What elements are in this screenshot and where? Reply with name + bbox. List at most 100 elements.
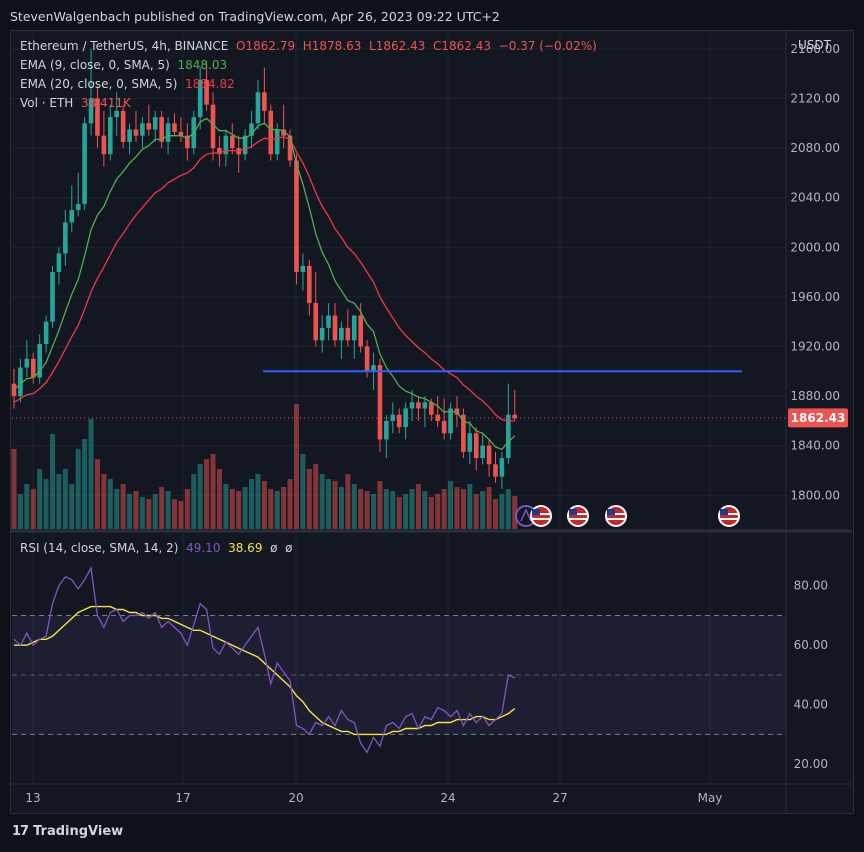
candle-body bbox=[37, 344, 42, 378]
volume-bar bbox=[441, 489, 447, 529]
candle bbox=[332, 303, 338, 347]
symbol-row[interactable]: Ethereum / TetherUS, 4h, BINANCE O1862.7… bbox=[20, 37, 597, 56]
rsi-legend[interactable]: RSI (14, close, SMA, 14, 2) 49.10 38.69 … bbox=[20, 539, 292, 558]
candle bbox=[262, 67, 267, 124]
ema9-row[interactable]: EMA (9, close, 0, SMA, 5) 1848.03 bbox=[20, 56, 597, 75]
volume-bar bbox=[178, 501, 184, 529]
candle bbox=[396, 408, 402, 434]
event-markers[interactable] bbox=[515, 505, 740, 527]
candle bbox=[82, 117, 87, 211]
volume-row[interactable]: Vol · ETH 33.411K bbox=[20, 94, 597, 113]
candle-body bbox=[441, 420, 447, 434]
candle bbox=[294, 154, 299, 285]
volume-bar bbox=[358, 489, 364, 529]
chart-frame[interactable] bbox=[10, 30, 854, 814]
volume-bar bbox=[300, 454, 306, 529]
us-flag-event-icon[interactable] bbox=[567, 505, 589, 527]
tradingview-logo[interactable]: 17 TradingView bbox=[12, 824, 123, 839]
candle bbox=[345, 309, 351, 347]
candle-body bbox=[114, 110, 120, 118]
candle-body bbox=[345, 327, 351, 341]
us-flag-event-icon[interactable] bbox=[530, 505, 552, 527]
volume-bar bbox=[133, 491, 139, 529]
candles bbox=[11, 48, 518, 490]
volume-bar bbox=[460, 489, 466, 529]
candle bbox=[441, 398, 447, 440]
candle-body bbox=[268, 110, 274, 155]
candle bbox=[480, 433, 485, 465]
candle bbox=[448, 402, 453, 440]
candle bbox=[197, 67, 203, 130]
rsi-ma-value: 38.69 bbox=[228, 541, 263, 555]
candle bbox=[146, 104, 152, 136]
ema20-row[interactable]: EMA (20, close, 0, SMA, 5) 1854.82 bbox=[20, 75, 597, 94]
volume-bar bbox=[396, 497, 402, 529]
ohlc-change: −0.37 (−0.02%) bbox=[498, 39, 597, 53]
rsi-value: 49.10 bbox=[186, 541, 221, 555]
candle-body bbox=[480, 445, 485, 459]
volume-bar bbox=[69, 484, 75, 529]
candle bbox=[506, 383, 511, 465]
volume-bar bbox=[146, 499, 152, 529]
volume-bar bbox=[114, 489, 120, 529]
volume-bar bbox=[383, 489, 389, 529]
candle-body bbox=[364, 346, 370, 372]
candle bbox=[255, 79, 261, 130]
volume-bar bbox=[268, 489, 274, 529]
candle-body bbox=[512, 414, 518, 419]
symbol-title: Ethereum / TetherUS, 4h, BINANCE bbox=[20, 39, 229, 53]
candle-body bbox=[140, 123, 145, 136]
candle-body bbox=[339, 327, 344, 341]
footer-bar: 17 TradingView bbox=[0, 814, 864, 852]
volume-bar bbox=[11, 449, 17, 529]
candle bbox=[242, 129, 248, 161]
candle bbox=[95, 86, 100, 149]
candle bbox=[313, 272, 319, 347]
candle bbox=[127, 123, 132, 155]
candle bbox=[268, 104, 274, 161]
volume-bar bbox=[172, 499, 177, 529]
candle-body bbox=[133, 129, 139, 136]
candle bbox=[24, 340, 30, 378]
candle-body bbox=[69, 210, 75, 223]
volume-bar bbox=[415, 484, 421, 529]
candle bbox=[223, 129, 229, 167]
price-tick-label: 1920.00 bbox=[790, 339, 840, 353]
candle-body bbox=[56, 253, 62, 273]
ema20-value: 1854.82 bbox=[185, 77, 235, 91]
us-flag-event-icon[interactable] bbox=[605, 505, 627, 527]
us-flag-event-icon[interactable] bbox=[718, 505, 740, 527]
candle-body bbox=[281, 129, 286, 136]
volume-bar bbox=[216, 469, 222, 529]
main-legend: Ethereum / TetherUS, 4h, BINANCE O1862.7… bbox=[20, 37, 597, 113]
candle-body bbox=[108, 117, 113, 155]
candle bbox=[493, 451, 498, 483]
volume-bar bbox=[287, 479, 293, 529]
rsi-tick-label: 40.00 bbox=[794, 698, 828, 712]
publisher-text: StevenWalgenbach published on TradingVie… bbox=[10, 9, 500, 24]
volume-bar bbox=[184, 489, 190, 529]
volume-bar bbox=[139, 497, 145, 529]
volume-bar bbox=[107, 479, 113, 529]
candle bbox=[339, 321, 344, 359]
volume-bar bbox=[159, 487, 165, 529]
candle bbox=[43, 315, 49, 353]
candle bbox=[101, 110, 107, 167]
candle bbox=[114, 92, 120, 136]
volume-bar bbox=[127, 494, 133, 529]
volume-bar bbox=[377, 481, 383, 529]
volume-bar bbox=[306, 469, 312, 529]
volume-bar bbox=[293, 404, 299, 529]
volume-bar bbox=[165, 491, 171, 529]
volume-bar bbox=[204, 459, 210, 529]
ema20-label: EMA (20, close, 0, SMA, 5) bbox=[20, 77, 178, 91]
candle-body bbox=[396, 414, 402, 428]
candle-body bbox=[506, 414, 511, 459]
candle bbox=[403, 402, 408, 440]
ohlc-open: O1862.79 bbox=[236, 39, 296, 53]
candle-body bbox=[178, 131, 184, 136]
candle-body bbox=[172, 123, 177, 132]
candle-body bbox=[30, 358, 36, 378]
tradingview-logo-icon: 17 bbox=[12, 824, 29, 839]
